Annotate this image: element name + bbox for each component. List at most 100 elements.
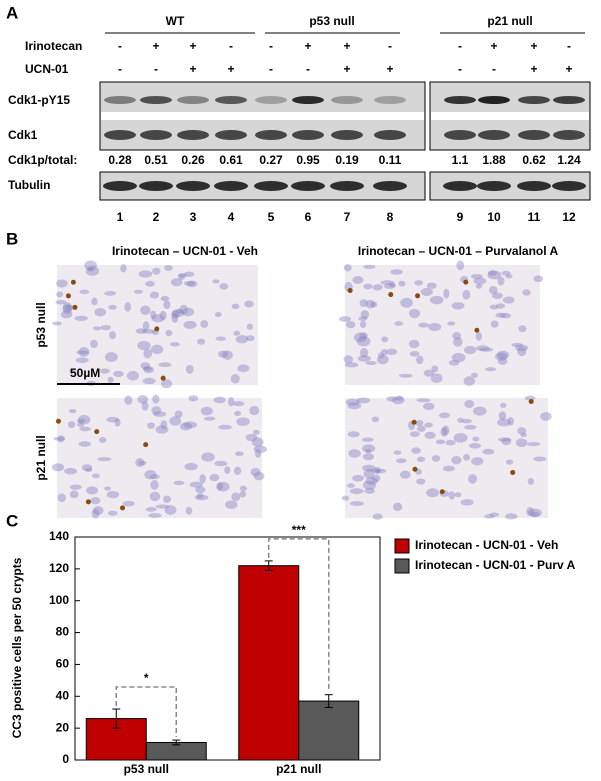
nucleus	[213, 396, 226, 404]
nucleus	[255, 448, 262, 459]
nucleus	[197, 338, 206, 345]
nucleus	[158, 362, 172, 368]
nucleus	[165, 329, 173, 337]
nucleus	[91, 297, 98, 306]
nucleus	[217, 350, 229, 358]
micrograph	[345, 265, 540, 385]
nucleus	[341, 495, 350, 501]
nucleus	[343, 264, 352, 272]
nucleus	[239, 485, 247, 492]
nucleus	[100, 368, 110, 374]
band	[255, 130, 287, 140]
nucleus	[416, 456, 426, 463]
nucleus	[231, 492, 241, 502]
nucleus	[365, 299, 376, 309]
significance-label: ***	[292, 523, 306, 537]
nucleus	[370, 301, 378, 308]
ratio-value: 0.26	[181, 153, 205, 167]
nucleus	[484, 367, 497, 372]
ratio-label: Cdk1p/total:	[8, 153, 77, 167]
nucleus	[149, 291, 160, 299]
nucleus	[464, 399, 475, 409]
nucleus	[517, 346, 527, 357]
nucleus	[431, 365, 439, 373]
nucleus	[526, 442, 541, 447]
nucleus	[106, 490, 120, 499]
blot-label: Cdk1	[8, 128, 38, 142]
ratio-value: 1.88	[482, 153, 506, 167]
nucleus	[142, 366, 153, 371]
nucleus	[353, 332, 367, 343]
nucleus	[416, 425, 426, 432]
nucleus	[234, 410, 242, 417]
nucleus	[457, 417, 464, 423]
nucleus	[219, 283, 229, 290]
nucleus	[138, 460, 147, 466]
blot-gap	[101, 112, 424, 120]
nucleus	[147, 422, 155, 429]
x-tick-label: p53 null	[124, 762, 169, 776]
nucleus	[426, 488, 439, 498]
nucleus	[177, 273, 188, 278]
nucleus	[203, 416, 216, 421]
band	[139, 181, 173, 191]
nucleus	[140, 362, 151, 369]
ratio-value: 1.1	[452, 153, 469, 167]
ratio-value: 1.24	[557, 153, 581, 167]
nucleus	[214, 460, 228, 467]
nucleus	[109, 331, 117, 340]
treatment-sign: +	[386, 62, 393, 76]
nucleus	[489, 304, 499, 310]
band	[374, 130, 406, 140]
nucleus	[495, 303, 505, 309]
treatment-sign: -	[154, 62, 158, 76]
treatment-sign: +	[304, 39, 311, 53]
nucleus	[185, 506, 193, 515]
stained-cell	[143, 442, 149, 448]
nucleus	[100, 324, 112, 331]
nucleus	[372, 513, 383, 520]
panel-label: A	[6, 3, 18, 22]
nucleus	[78, 346, 90, 357]
nucleus	[251, 437, 264, 447]
treatment-sign: -	[306, 62, 310, 76]
nucleus	[209, 474, 220, 482]
nucleus	[137, 394, 149, 404]
nucleus	[424, 422, 433, 428]
lane-number: 12	[562, 210, 576, 224]
band	[215, 130, 247, 140]
nucleus	[423, 369, 435, 377]
nucleus	[472, 406, 487, 416]
nucleus	[155, 425, 169, 434]
stained-cell	[415, 293, 421, 299]
nucleus	[142, 321, 150, 331]
nucleus	[55, 299, 67, 305]
nucleus	[515, 344, 529, 352]
nucleus	[246, 323, 254, 330]
nucleus	[501, 270, 511, 276]
nucleus	[234, 466, 242, 476]
nucleus	[463, 376, 475, 386]
nucleus	[67, 421, 76, 429]
lane-number: 9	[457, 210, 464, 224]
nucleus	[391, 396, 405, 405]
nucleus	[464, 424, 477, 430]
nucleus	[357, 355, 372, 362]
band	[444, 96, 476, 104]
nucleus	[57, 435, 65, 443]
nucleus	[94, 308, 106, 317]
nucleus	[218, 424, 232, 430]
nucleus	[505, 274, 513, 279]
nucleus	[426, 282, 437, 289]
nucleus	[359, 299, 368, 308]
nucleus	[505, 513, 518, 520]
nucleus	[233, 401, 245, 407]
nucleus	[174, 410, 183, 418]
band	[292, 96, 324, 104]
nucleus	[429, 295, 444, 305]
nucleus	[388, 282, 396, 288]
nucleus	[249, 405, 260, 416]
nucleus	[393, 450, 402, 455]
nucleus	[431, 455, 441, 462]
lane-number: 11	[528, 210, 541, 224]
